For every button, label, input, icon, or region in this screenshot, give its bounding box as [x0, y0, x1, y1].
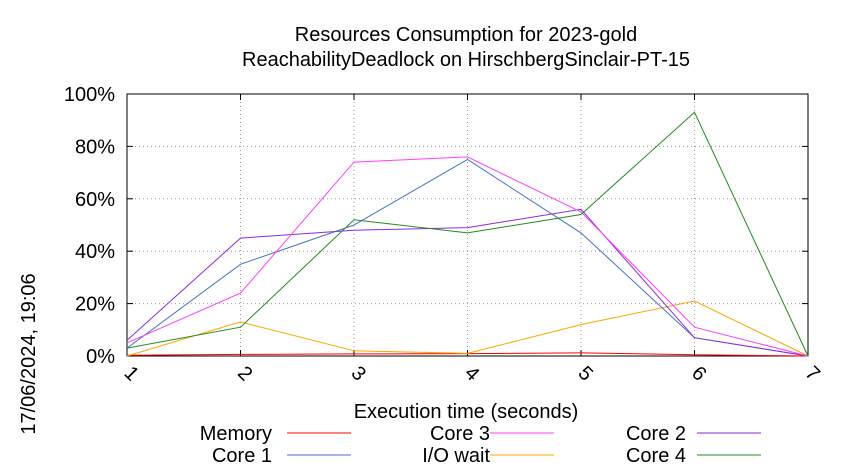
x-tick-label-3: 4 [460, 362, 483, 385]
legend-label-core-2: Core 2 [626, 423, 686, 445]
series-lines [126, 111, 809, 357]
series-line-core-3 [126, 156, 809, 357]
x-tick-label-2: 3 [347, 362, 370, 385]
x-tick-label-5: 6 [687, 362, 710, 385]
chart-title-line-1: Resources Consumption for 2023-gold [295, 24, 637, 46]
chart-title: Resources Consumption for 2023-gold Reac… [242, 24, 690, 71]
y-tick-label-0: 0% [86, 346, 115, 368]
timestamp-label: 17/06/2024, 19:06 [18, 273, 40, 434]
x-tick-labels: 1 2 3 4 5 6 7 [120, 362, 824, 385]
axis-ticks [126, 93, 809, 357]
x-tick-label-1: 2 [233, 362, 256, 385]
y-tick-labels: 0% 20% 40% 60% 80% 100% [64, 84, 115, 368]
plot-frame [126, 93, 809, 357]
x-tick-label-6: 7 [801, 362, 824, 385]
y-tick-label-3: 60% [75, 189, 115, 211]
x-tick-label-4: 5 [574, 362, 597, 385]
y-tick-label-5: 100% [64, 84, 115, 106]
legend-label-core-3: Core 3 [430, 423, 490, 445]
legend-label-core-4: Core 4 [626, 445, 686, 467]
y-tick-label-4: 80% [75, 136, 115, 158]
chart-grid [126, 93, 809, 357]
x-tick-label-0: 1 [120, 362, 143, 385]
series-line-core-2 [126, 208, 809, 357]
legend-label-memory: Memory [200, 423, 272, 445]
legend-label-core-1: Core 1 [212, 445, 272, 467]
series-line-core-4 [126, 111, 809, 357]
y-tick-label-1: 20% [75, 294, 115, 316]
y-tick-label-2: 40% [75, 241, 115, 263]
series-line-i-o-wait [126, 300, 809, 357]
chart-title-line-2: ReachabilityDeadlock on HirschbergSincla… [242, 49, 690, 71]
legend-label-i-o-wait: I/O wait [422, 445, 490, 467]
x-axis-label: Execution time (seconds) [354, 401, 579, 423]
